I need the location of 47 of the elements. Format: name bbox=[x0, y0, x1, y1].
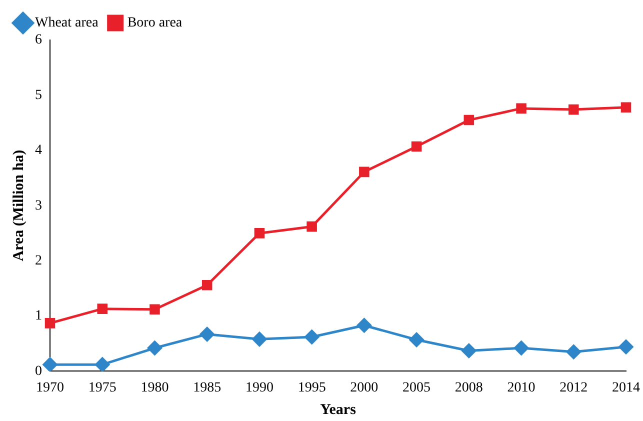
legend-label: Wheat area bbox=[35, 16, 100, 31]
point bbox=[620, 102, 632, 112]
point bbox=[356, 318, 372, 333]
point bbox=[568, 104, 579, 115]
point bbox=[359, 166, 370, 178]
x-axis-title: Years bbox=[320, 402, 356, 418]
y-tick-label: 6 bbox=[35, 32, 42, 48]
point bbox=[516, 103, 526, 114]
point bbox=[97, 304, 108, 314]
y-tick-label: 4 bbox=[35, 143, 42, 158]
y-tick-label: 3 bbox=[35, 198, 42, 214]
x-tick-label: 2010 bbox=[507, 380, 536, 396]
x-tick-label: 1980 bbox=[140, 380, 169, 396]
y-tick-label: 5 bbox=[35, 88, 42, 103]
point bbox=[95, 357, 110, 372]
x-tick-label: 1970 bbox=[36, 380, 64, 396]
y-axis-title: Area (Million ha) bbox=[10, 150, 27, 262]
point bbox=[411, 141, 422, 152]
y-tick-label: 1 bbox=[35, 308, 42, 324]
x-tick-label: 2014 bbox=[612, 380, 640, 396]
x-tick-label: 1995 bbox=[298, 380, 326, 396]
x-tick-label: 1985 bbox=[193, 380, 222, 396]
x-tick-label: 1975 bbox=[88, 380, 116, 396]
x-tick-label: 2012 bbox=[560, 380, 588, 396]
point bbox=[150, 304, 160, 315]
point bbox=[618, 340, 634, 354]
point bbox=[200, 326, 214, 342]
point bbox=[42, 357, 58, 372]
y-tick-label: 0 bbox=[35, 364, 42, 379]
point bbox=[44, 318, 56, 328]
point bbox=[566, 344, 581, 360]
point bbox=[202, 280, 212, 290]
point bbox=[514, 340, 529, 356]
point bbox=[147, 340, 162, 356]
point bbox=[304, 330, 320, 344]
point bbox=[306, 221, 317, 232]
point bbox=[409, 332, 424, 347]
point bbox=[254, 228, 265, 238]
x-tick-label: 2008 bbox=[454, 380, 483, 396]
point bbox=[464, 114, 474, 126]
y-tick-label: 2 bbox=[35, 253, 42, 268]
point bbox=[462, 344, 476, 358]
point bbox=[252, 332, 267, 346]
legend-label: Boro area bbox=[127, 16, 183, 31]
x-tick-label: 1990 bbox=[245, 380, 274, 396]
x-tick-label: 2000 bbox=[350, 380, 378, 396]
x-tick-label: 2005 bbox=[402, 380, 431, 396]
